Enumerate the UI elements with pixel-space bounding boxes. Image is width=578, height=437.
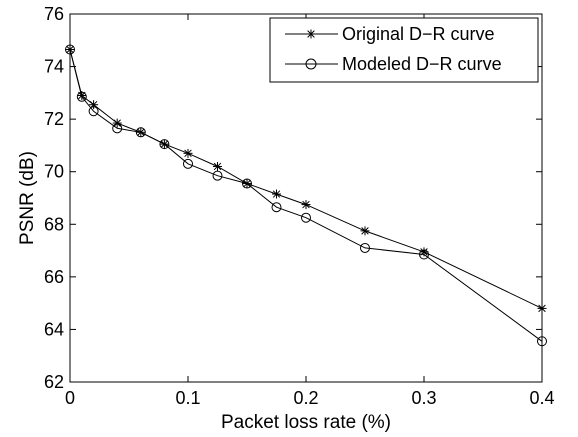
x-tick-label: 0.1 [175, 388, 200, 408]
y-tick-label: 70 [44, 162, 64, 182]
y-tick-label: 72 [44, 109, 64, 129]
data-point-modeled [112, 123, 123, 134]
series-line-original [69, 49, 543, 309]
data-point-original [112, 118, 122, 128]
y-tick-label: 62 [44, 372, 64, 392]
x-axis-label: Packet loss rate (%) [221, 412, 391, 433]
y-axis-label: PSNR (dB) [17, 151, 38, 245]
y-tick-label: 76 [44, 4, 64, 24]
data-point-modeled [212, 170, 223, 181]
y-tick-label: 66 [44, 267, 64, 287]
data-point-modeled [76, 91, 87, 102]
legend-label-modeled: Modeled D−R curve [342, 54, 502, 74]
legend-box [269, 17, 539, 83]
x-tick-label: 0.3 [411, 388, 436, 408]
data-point-original [301, 200, 311, 210]
data-point-modeled [301, 212, 311, 223]
data-point-modeled [360, 242, 370, 253]
series-layer [65, 44, 547, 347]
legend-marker-modeled [305, 58, 317, 70]
legend: Original D−R curve Modeled D−R curve [269, 17, 539, 83]
data-point-modeled [242, 178, 252, 189]
x-tick-label: 0 [65, 388, 75, 408]
x-tick-label: 0.4 [529, 388, 554, 408]
x-tick-label: 0.2 [293, 388, 318, 408]
data-point-original [183, 148, 193, 158]
data-point-original [65, 44, 75, 54]
data-point-original [360, 226, 370, 236]
data-point-modeled [419, 249, 429, 260]
y-tick-label: 74 [44, 57, 64, 77]
data-point-original [213, 161, 222, 171]
data-point-modeled [159, 139, 170, 150]
legend-label-original: Original D−R curve [342, 24, 495, 44]
data-point-modeled [537, 336, 547, 347]
y-tick-label: 68 [44, 214, 64, 234]
data-point-original [272, 189, 281, 199]
data-point-modeled [271, 202, 282, 213]
axis-ticks: 0 0.1 0.2 0.3 0.4 62 64 66 68 70 72 74 76 [44, 4, 555, 408]
data-point-modeled [135, 127, 146, 138]
data-point-modeled [88, 106, 99, 117]
legend-marker-original [306, 29, 316, 39]
data-point-modeled [65, 44, 75, 55]
data-point-modeled [183, 158, 193, 169]
data-point-original [537, 303, 547, 313]
y-tick-label: 64 [44, 319, 64, 339]
legend-star-icon [306, 29, 316, 39]
